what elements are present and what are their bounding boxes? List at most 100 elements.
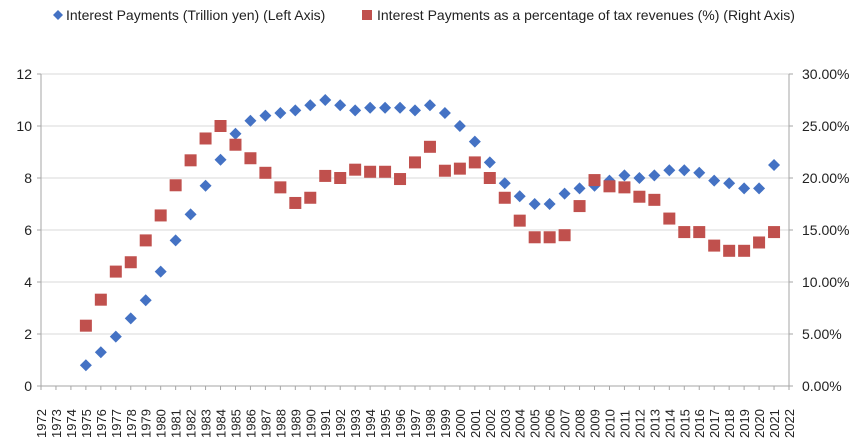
interest-percentage-point (334, 172, 347, 184)
interest-percentage-point (438, 164, 451, 177)
right-tick-label: 0.00% (802, 378, 842, 394)
x-tick-label: 1986 (243, 409, 258, 438)
x-tick-label: 1998 (423, 409, 438, 438)
interest-percentage-point (154, 209, 167, 222)
interest-percentage-point (768, 226, 781, 239)
series-interest-payments (79, 94, 781, 372)
legend: Interest Payments (Trillion yen) (Left A… (53, 7, 795, 23)
interest-percentage-point (618, 181, 631, 194)
interest-payment-point (438, 107, 451, 119)
interest-payment-point (708, 174, 721, 187)
x-tick-label: 2019 (737, 409, 752, 438)
right-tick-label: 15.00% (802, 222, 849, 238)
x-tick-label: 2012 (632, 409, 647, 438)
x-tick-label: 1977 (109, 409, 124, 438)
interest-percentage-point (394, 173, 407, 186)
interest-payment-point (693, 166, 706, 179)
x-tick-label: 1989 (288, 409, 303, 438)
interest-payment-point (723, 177, 736, 190)
interest-percentage-point (453, 162, 466, 175)
interest-payment-point (199, 179, 212, 192)
interest-percentage-point (708, 239, 721, 252)
interest-payment-point (648, 169, 661, 182)
left-tick-label: 0 (24, 378, 32, 394)
interest-percentage-point (588, 174, 601, 187)
interest-percentage-point (259, 166, 272, 179)
x-tick-label: 1992 (333, 409, 348, 438)
interest-percentage-point (229, 138, 242, 151)
right-tick-label: 20.00% (802, 170, 849, 186)
x-tick-label: 1972 (34, 409, 49, 438)
x-tick-label: 1983 (199, 409, 214, 438)
interest-payment-point (214, 153, 227, 166)
x-tick-label: 2002 (483, 409, 498, 438)
interest-percentage-point (349, 163, 362, 176)
interest-percentage-point (483, 172, 496, 184)
interest-percentage-point (693, 226, 706, 239)
x-tick-label: 1991 (318, 409, 333, 438)
interest-percentage-point (558, 229, 571, 242)
interest-percentage-point (633, 190, 646, 203)
interest-payment-point (169, 234, 182, 247)
interest-percentage-point (199, 132, 212, 145)
x-tick-label: 2021 (767, 409, 782, 438)
interest-percentage-point (678, 226, 691, 239)
x-tick-label: 1981 (169, 409, 184, 438)
interest-payment-point (334, 99, 347, 112)
interest-payment-point (528, 198, 541, 210)
x-tick-label: 2013 (647, 409, 662, 438)
x-tick-label: 1999 (438, 409, 453, 438)
x-tick-label: 1978 (124, 409, 139, 438)
legend-label-interest-payments: Interest Payments (Trillion yen) (Left A… (66, 7, 325, 23)
x-tick-label: 1993 (348, 409, 363, 438)
x-tick-label: 1976 (94, 409, 109, 438)
interest-payment-point (349, 104, 362, 117)
interest-payment-point (274, 107, 287, 119)
interest-payment-point (618, 169, 631, 182)
interest-payment-point (94, 346, 107, 359)
interest-payment-point (364, 101, 377, 114)
x-tick-label: 2014 (662, 409, 677, 438)
interest-percentage-point (663, 212, 676, 225)
interest-percentage-point (319, 169, 332, 182)
interest-payment-point (124, 312, 137, 325)
x-tick-label: 1990 (303, 409, 318, 438)
interest-percentage-point (723, 244, 736, 257)
x-tick-label: 2005 (528, 409, 543, 438)
interest-payment-point (468, 135, 481, 148)
interest-payment-point (319, 94, 332, 106)
x-tick-label: 1980 (154, 409, 169, 438)
x-tick-label: 1997 (408, 409, 423, 438)
right-tick-label: 25.00% (802, 118, 849, 134)
legend-marker-diamond-icon (53, 10, 63, 20)
interest-percentage-point (109, 265, 122, 278)
right-axis-ticks: 0.00% 5.00% 10.00% 15.00% 20.00% 25.00% 30.00% (789, 66, 849, 394)
interest-payment-point (154, 265, 167, 278)
interest-payment-point (753, 182, 766, 195)
interest-payment-point (498, 177, 511, 190)
x-tick-label: 2009 (588, 409, 603, 438)
interest-percentage-point (648, 193, 661, 206)
series-interest-percentage (79, 120, 781, 332)
interest-payment-point (244, 114, 257, 127)
x-tick-label: 2000 (453, 409, 468, 438)
x-tick-label: 2020 (752, 409, 767, 438)
x-tick-label: 1979 (139, 409, 154, 438)
x-tick-label: 1996 (393, 409, 408, 438)
x-tick-label: 2008 (573, 409, 588, 438)
interest-percentage-point (528, 231, 541, 244)
right-tick-label: 5.00% (802, 326, 842, 342)
interest-payment-point (109, 330, 122, 343)
gridlines (41, 73, 789, 335)
interest-percentage-point (543, 231, 556, 244)
interest-payment-point (483, 156, 496, 169)
interest-payment-point (409, 104, 421, 117)
interest-payment-point (453, 120, 466, 132)
interest-payment-point (229, 127, 242, 140)
x-tick-label: 2022 (782, 409, 797, 438)
x-tick-label: 2004 (513, 409, 528, 438)
interest-percentage-point (304, 191, 317, 204)
interest-percentage-point (79, 319, 92, 332)
interest-payment-point (633, 172, 646, 184)
